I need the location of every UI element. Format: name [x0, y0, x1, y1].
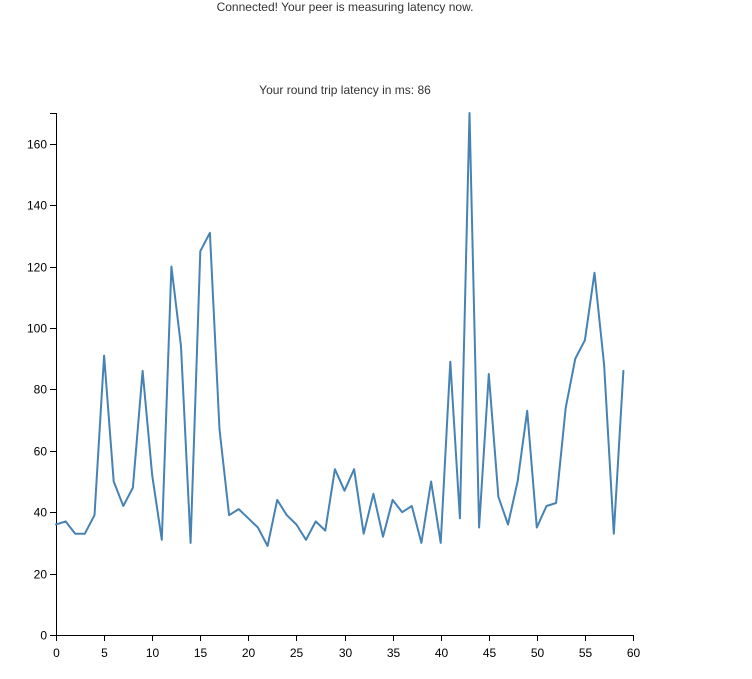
x-tick-label: 15	[194, 646, 208, 660]
y-tick-label: 80	[34, 383, 48, 397]
x-tick-label: 45	[483, 646, 497, 660]
y-tick-label: 140	[27, 199, 47, 213]
y-tick-label: 160	[27, 138, 47, 152]
x-tick-label: 25	[290, 646, 304, 660]
x-tick-label: 60	[627, 646, 641, 660]
x-axis: 0 5 10 15 20 25 30 35 40 45 50 55 60	[53, 635, 640, 660]
x-tick-label: 35	[387, 646, 401, 660]
y-tick-label: 20	[34, 568, 48, 582]
x-tick-label: 50	[531, 646, 545, 660]
x-tick-label: 10	[146, 646, 160, 660]
x-tick-label: 40	[435, 646, 449, 660]
x-tick-label: 30	[339, 646, 353, 660]
y-tick-label: 60	[34, 445, 48, 459]
connection-status-text: Connected! Your peer is measuring latenc…	[216, 0, 474, 14]
x-tick-label: 20	[242, 646, 256, 660]
x-tick-label: 5	[101, 646, 108, 660]
y-tick-label: 120	[27, 261, 47, 275]
y-tick-label: 40	[34, 506, 48, 520]
y-axis-line	[50, 113, 57, 636]
chart-title: Your round trip latency in ms: 86	[259, 83, 431, 97]
y-tick-label: 100	[27, 322, 47, 336]
x-tick-label: 55	[579, 646, 593, 660]
y-tick-label: 0	[40, 629, 47, 643]
latency-series-line	[55, 112, 625, 547]
y-axis: 0 20 40 60 80 100 120 140 160	[27, 113, 57, 643]
x-tick-label: 0	[53, 646, 60, 660]
